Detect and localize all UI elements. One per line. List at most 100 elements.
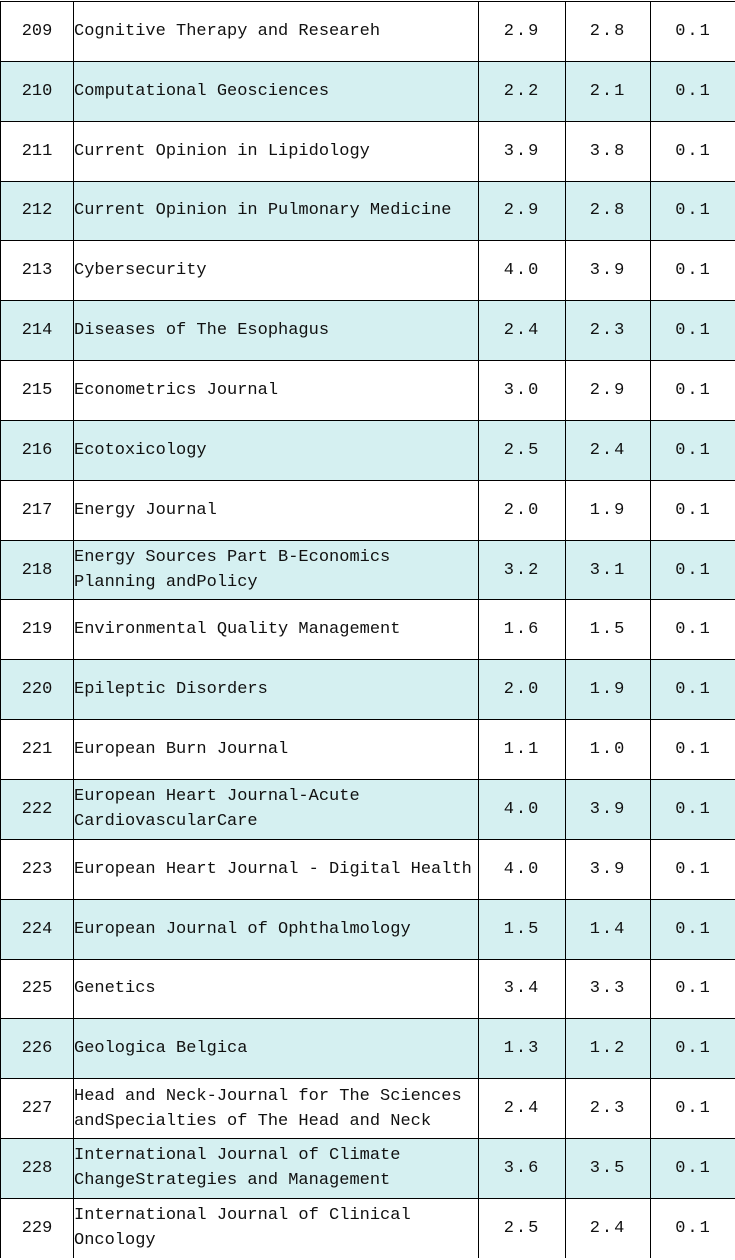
- metric-value-1-cell: 1.5: [478, 898, 565, 959]
- metric-diff-cell: 0.1: [650, 360, 735, 420]
- table-row: 221 European Burn Journal 1.1 1.0 0.1: [0, 719, 735, 779]
- table-row: 211 Current Opinion in Lipidology 3.9 3.…: [0, 120, 735, 181]
- table-row: 212 Current Opinion in Pulmonary Medicin…: [0, 180, 735, 241]
- metric-value-1-cell: 1.3: [478, 1018, 565, 1079]
- metric-value-1-cell: 3.6: [478, 1138, 565, 1198]
- row-index-cell: 224: [0, 898, 73, 959]
- metric-diff-cell: 0.1: [650, 1138, 735, 1198]
- table-row: 217 Energy Journal 2.0 1.9 0.1: [0, 479, 735, 540]
- journal-name-line: Environmental Quality Management: [74, 620, 401, 640]
- metric-diff-cell: 0.1: [650, 1, 735, 61]
- journal-name-cell: Econometrics Journal: [73, 360, 478, 420]
- metric-diff-cell: 0.1: [650, 1197, 735, 1258]
- metric-value-2-cell: 2.3: [565, 300, 650, 361]
- table-row: 210 Computational Geosciences 2.2 2.1 0.…: [0, 60, 735, 121]
- metric-value-1-cell: 2.4: [478, 300, 565, 361]
- metric-value-2-cell: 1.2: [565, 1018, 650, 1079]
- table-row: 215 Econometrics Journal 3.0 2.9 0.1: [0, 360, 735, 420]
- metric-value-2-cell: 3.9: [565, 778, 650, 839]
- metric-value-1-cell: 3.9: [478, 120, 565, 181]
- row-index-cell: 223: [0, 838, 73, 899]
- metric-diff-cell: 0.1: [650, 958, 735, 1019]
- journal-name-line: European Heart Journal - Digital Health: [74, 859, 472, 879]
- metric-value-1-cell: 1.1: [478, 719, 565, 779]
- journal-name-cell: Head and Neck-Journal for The Sciences an…: [73, 1078, 478, 1139]
- journal-name-line: Oncology: [74, 1231, 156, 1251]
- table-row: 222 European Heart Journal-Acute Cardiova…: [0, 778, 735, 839]
- metric-value-2-cell: 3.9: [565, 838, 650, 899]
- metric-value-2-cell: 3.5: [565, 1138, 650, 1198]
- journal-name-cell: Ecotoxicology: [73, 419, 478, 480]
- journal-name-line: Energy Journal: [74, 500, 217, 520]
- journal-name-cell: Current Opinion in Pulmonary Medicine: [73, 180, 478, 241]
- metric-value-1-cell: 2.5: [478, 1197, 565, 1258]
- row-index-cell: 217: [0, 479, 73, 540]
- metric-diff-cell: 0.1: [650, 60, 735, 121]
- journal-name-line: Computational Geosciences: [74, 81, 330, 101]
- journal-name-line: Genetics: [74, 979, 156, 999]
- metric-value-2-cell: 2.8: [565, 180, 650, 241]
- table-row: 218 Energy Sources Part B-Economics Plann…: [0, 539, 735, 600]
- table-row: 214 Diseases of The Esophagus 2.4 2.3 0.…: [0, 300, 735, 361]
- row-index-cell: 214: [0, 300, 73, 361]
- metric-diff-cell: 0.1: [650, 659, 735, 720]
- metric-diff-cell: 0.1: [650, 539, 735, 600]
- metric-value-2-cell: 2.9: [565, 360, 650, 420]
- journal-name-line: Cybersecurity: [74, 261, 207, 281]
- journal-name-cell: European Heart Journal - Digital Health: [73, 838, 478, 899]
- journal-name-cell: Computational Geosciences: [73, 60, 478, 121]
- journal-name-cell: Cybersecurity: [73, 240, 478, 301]
- metric-diff-cell: 0.1: [650, 180, 735, 241]
- table-row: 229 International Journal of Clinical Onc…: [0, 1197, 735, 1258]
- journal-name-line: Energy Sources Part B-Economics: [74, 548, 391, 568]
- row-index-cell: 221: [0, 719, 73, 779]
- metric-value-2-cell: 3.3: [565, 958, 650, 1019]
- metric-value-1-cell: 4.0: [478, 240, 565, 301]
- journal-name-line: European Heart Journal-Acute: [74, 787, 360, 807]
- row-index-cell: 210: [0, 60, 73, 121]
- journal-name-cell: Current Opinion in Lipidology: [73, 120, 478, 181]
- row-index-cell: 225: [0, 958, 73, 1019]
- journal-name-cell: Epileptic Disorders: [73, 659, 478, 720]
- journal-name-line: Ecotoxicology: [74, 440, 207, 460]
- metric-value-2-cell: 3.1: [565, 539, 650, 600]
- journal-name-line: Cognitive Therapy and Researeh: [74, 21, 381, 41]
- row-index-cell: 229: [0, 1197, 73, 1258]
- journal-name-line: Current Opinion in Lipidology: [74, 141, 370, 161]
- journal-name-cell: Genetics: [73, 958, 478, 1019]
- metric-value-1-cell: 4.0: [478, 838, 565, 899]
- table-row: 216 Ecotoxicology 2.5 2.4 0.1: [0, 419, 735, 480]
- metric-value-1-cell: 2.0: [478, 479, 565, 540]
- journal-name-cell: European Journal of Ophthalmology: [73, 898, 478, 959]
- table-row: 227 Head and Neck-Journal for The Scienc…: [0, 1078, 735, 1139]
- journal-name-line: Epileptic Disorders: [74, 680, 268, 700]
- journal-name-line: Geologica Belgica: [74, 1039, 248, 1059]
- metric-value-1-cell: 2.4: [478, 1078, 565, 1139]
- metric-value-2-cell: 2.8: [565, 1, 650, 61]
- row-index-cell: 219: [0, 599, 73, 660]
- journal-name-cell: Diseases of The Esophagus: [73, 300, 478, 361]
- journal-name-cell: Cognitive Therapy and Researeh: [73, 1, 478, 61]
- row-index-cell: 213: [0, 240, 73, 301]
- journal-name-cell: European Burn Journal: [73, 719, 478, 779]
- journal-name-line: Diseases of The Esophagus: [74, 321, 330, 341]
- metric-value-2-cell: 2.4: [565, 419, 650, 480]
- journal-name-line: International Journal of Climate: [74, 1146, 401, 1166]
- metric-diff-cell: 0.1: [650, 120, 735, 181]
- metric-value-2-cell: 1.4: [565, 898, 650, 959]
- metric-diff-cell: 0.1: [650, 898, 735, 959]
- journal-name-cell: International Journal of Climate ChangeSt…: [73, 1138, 478, 1198]
- journal-name-cell: Energy Journal: [73, 479, 478, 540]
- metric-diff-cell: 0.1: [650, 599, 735, 660]
- row-index-cell: 216: [0, 419, 73, 480]
- metric-value-2-cell: 3.8: [565, 120, 650, 181]
- journal-name-line: European Burn Journal: [74, 740, 289, 760]
- metric-value-2-cell: 1.9: [565, 479, 650, 540]
- row-index-cell: 218: [0, 539, 73, 600]
- table-row: 220 Epileptic Disorders 2.0 1.9 0.1: [0, 659, 735, 720]
- journal-name-cell: Geologica Belgica: [73, 1018, 478, 1079]
- journal-name-line: andSpecialties of The Head and Neck: [74, 1111, 432, 1131]
- journal-name-line: Planning andPolicy: [74, 573, 258, 593]
